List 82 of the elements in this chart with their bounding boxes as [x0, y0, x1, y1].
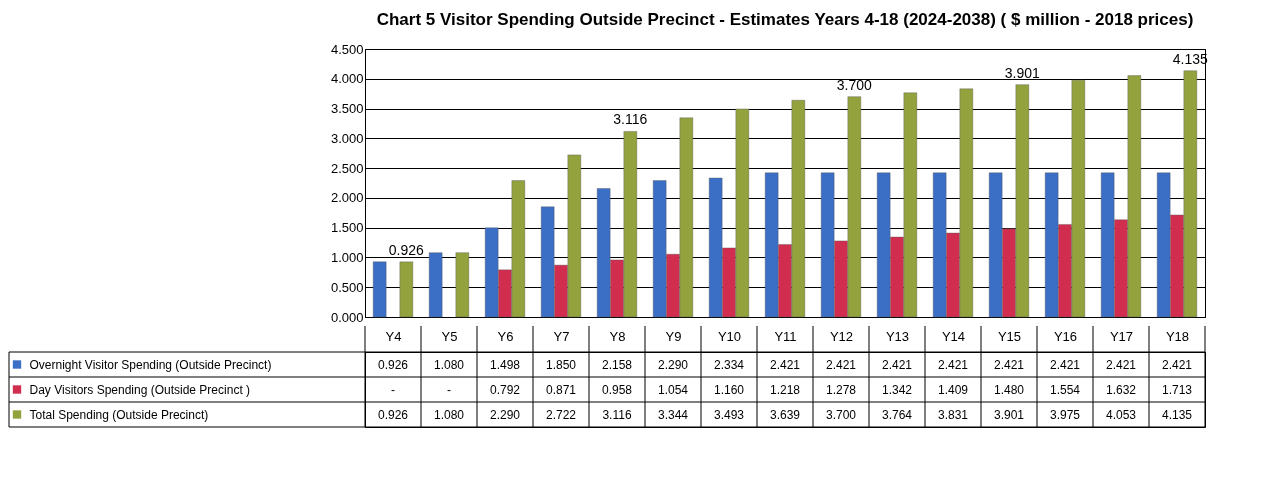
bar [399, 261, 414, 318]
y-tick-label: 1.000 [330, 249, 364, 265]
data-label: 2.421 [769, 357, 801, 372]
data-label: 1.850 [545, 357, 577, 372]
y-tick-label: 0.500 [330, 279, 364, 295]
annotation: 0.926 [388, 241, 425, 258]
x-tick-label: Y17 [1109, 328, 1134, 344]
bar [372, 261, 387, 318]
x-tick-label: Y4 [385, 328, 402, 344]
data-label: 2.290 [657, 357, 689, 372]
data-label: 0.871 [545, 382, 577, 397]
legend-label: Overnight Visitor Spending (Outside Precinct) [29, 358, 272, 372]
data-label: 1.342 [881, 382, 913, 397]
annotation: 3.901 [1004, 64, 1041, 81]
x-tick-label: Y15 [997, 328, 1022, 344]
x-tick-label: Y11 [774, 328, 797, 344]
data-label: 0.926 [377, 407, 409, 422]
data-label: 1.080 [433, 407, 465, 422]
data-label: 2.421 [1161, 357, 1193, 372]
data-label: 0.958 [601, 382, 633, 397]
data-label: 2.421 [825, 357, 857, 372]
bar [428, 252, 443, 318]
data-label: 3.493 [713, 407, 745, 422]
legend-label: Day Visitors Spending (Outside Precinct ) [29, 383, 251, 397]
data-label: 1.160 [713, 382, 745, 397]
y-tick-label: 2.000 [330, 190, 364, 206]
text: - [447, 382, 451, 397]
data-label: 3.975 [1049, 407, 1081, 422]
x-tick-label: Y7 [553, 328, 570, 344]
x-tick-label: Y14 [941, 328, 966, 344]
x-tick-label: Y10 [717, 328, 742, 344]
data-label: 1.080 [433, 357, 465, 372]
annotation: 3.116 [613, 111, 648, 128]
chart-title: Chart 5 Visitor Spending Outside Precinct - Estimates Years 4-18 (2024-2038) ( $ million - 2018 prices) [376, 10, 1194, 29]
data-label: 4.053 [1105, 407, 1137, 422]
data-label: 4.135 [1161, 407, 1193, 422]
text: - [391, 382, 395, 397]
annotation: 3.700 [836, 76, 873, 93]
x-tick-label: Y6 [497, 328, 514, 344]
x-tick-label: Y13 [885, 328, 910, 344]
y-tick-label: 0.000 [330, 309, 364, 325]
data-label: 3.901 [993, 407, 1025, 422]
data-label: 1.554 [1049, 382, 1081, 397]
x-tick-label: Y18 [1165, 328, 1190, 344]
y-tick-label: 4.000 [330, 71, 364, 87]
y-tick-label: 1.500 [330, 220, 364, 236]
data-label: 3.639 [769, 407, 801, 422]
data-label: 2.421 [881, 357, 913, 372]
data-label: 3.344 [657, 407, 689, 422]
data-label: 2.421 [1105, 357, 1137, 372]
data-label: 3.764 [881, 407, 913, 422]
data-label: 0.926 [377, 357, 409, 372]
x-tick-label: Y9 [665, 328, 682, 344]
y-tick-label: 3.000 [330, 130, 364, 146]
y-tick-label: 2.500 [330, 160, 364, 176]
data-label: 1.218 [769, 382, 801, 397]
legend-label: Total Spending (Outside Precinct) [29, 408, 209, 422]
data-label: 1.632 [1105, 382, 1137, 397]
x-tick-label: Y16 [1053, 328, 1078, 344]
x-tick-label: Y5 [441, 328, 458, 344]
data-label: 0.792 [489, 382, 521, 397]
data-label: 1.409 [937, 382, 969, 397]
data-label: 1.480 [993, 382, 1025, 397]
bar [455, 252, 470, 318]
data-label: 2.421 [993, 357, 1025, 372]
data-label: 1.054 [657, 382, 689, 397]
data-label: 2.722 [545, 407, 577, 422]
data-label: 3.831 [937, 407, 969, 422]
data-label: 2.334 [713, 357, 745, 372]
y-tick-label: 4.500 [330, 41, 364, 57]
data-label: 2.421 [1049, 357, 1081, 372]
data-label: 2.290 [489, 407, 521, 422]
y-tick-label: 3.500 [330, 101, 364, 117]
data-label: 1.278 [825, 382, 857, 397]
data-label: 2.158 [601, 357, 633, 372]
data-label: 3.116 [602, 407, 632, 422]
data-label: 1.498 [489, 357, 521, 372]
data-label: 3.700 [825, 407, 857, 422]
data-label: 1.713 [1161, 382, 1193, 397]
x-tick-label: Y12 [829, 328, 854, 344]
data-label: 2.421 [937, 357, 969, 372]
x-tick-label: Y8 [609, 328, 626, 344]
